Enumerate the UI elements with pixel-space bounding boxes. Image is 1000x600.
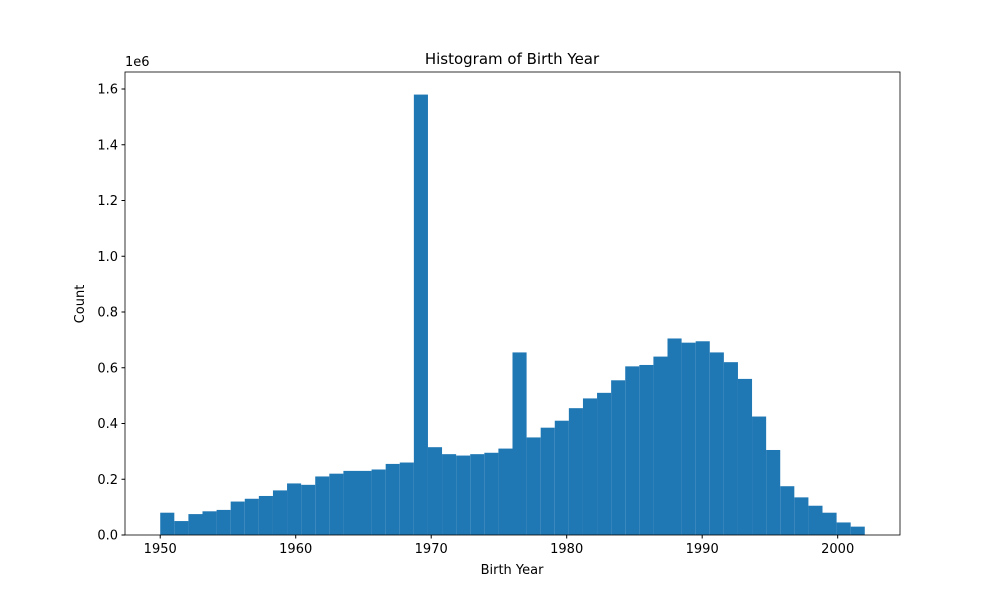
bar (512, 352, 527, 535)
bar (667, 338, 682, 535)
x-tick-label: 1990 (686, 542, 719, 557)
bar (244, 498, 259, 535)
x-tick-label: 1970 (415, 542, 448, 557)
bar (287, 483, 302, 535)
bar (794, 497, 809, 535)
x-tick-label: 2000 (821, 542, 854, 557)
bar (780, 486, 795, 535)
bar (329, 473, 344, 535)
bar (456, 455, 471, 535)
y-tick-label: 0.4 (97, 417, 118, 432)
bar (442, 454, 457, 535)
bar (709, 352, 724, 535)
bar (188, 514, 203, 535)
bar (554, 420, 569, 535)
y-tick-label: 1.0 (97, 250, 118, 265)
bar (272, 490, 288, 535)
x-tick-label: 1980 (550, 542, 583, 557)
bar (836, 522, 851, 535)
bar (357, 470, 372, 535)
bar (216, 509, 231, 535)
y-tick-label: 1.4 (97, 138, 118, 153)
bar (653, 356, 668, 535)
y-tick-label: 0.0 (97, 529, 118, 544)
y-tick-label: 1.6 (97, 83, 118, 98)
bar (301, 484, 316, 535)
bar (568, 408, 583, 535)
y-tick-label: 0.6 (97, 361, 118, 376)
y-offset-label: 1e6 (125, 55, 150, 70)
bar (611, 380, 626, 535)
bar (766, 449, 781, 535)
bar (385, 463, 400, 535)
y-tick-label: 0.8 (97, 306, 118, 321)
bar (822, 512, 837, 535)
bar (597, 392, 612, 535)
bar (850, 526, 865, 535)
y-axis-label: Count (73, 285, 88, 324)
bar (343, 470, 358, 535)
x-axis-label: Birth Year (481, 563, 545, 578)
bar (526, 437, 541, 535)
bar (174, 521, 189, 535)
bar (230, 501, 245, 535)
plot-frame (124, 71, 901, 536)
bar (625, 366, 640, 535)
bar (371, 469, 386, 535)
bar (413, 94, 428, 536)
bar (258, 495, 273, 535)
bar (808, 505, 823, 535)
chart-title: Histogram of Birth Year (425, 50, 600, 68)
bar (752, 416, 767, 535)
bar (484, 452, 499, 535)
bar (681, 342, 696, 535)
bar (723, 362, 738, 535)
y-tick-label: 0.2 (97, 473, 118, 488)
bar (639, 364, 654, 535)
bar (737, 378, 753, 535)
bar (470, 454, 485, 535)
x-tick-label: 1960 (279, 542, 312, 557)
bar (202, 511, 217, 535)
y-tick-label: 1.2 (97, 194, 118, 209)
bar (540, 427, 555, 535)
bar (427, 447, 443, 535)
bar (315, 476, 330, 535)
bar (498, 448, 513, 535)
x-tick-label: 1950 (144, 542, 177, 557)
bar (399, 462, 414, 535)
bar (160, 512, 175, 535)
bar (582, 398, 598, 535)
bar (695, 341, 710, 535)
